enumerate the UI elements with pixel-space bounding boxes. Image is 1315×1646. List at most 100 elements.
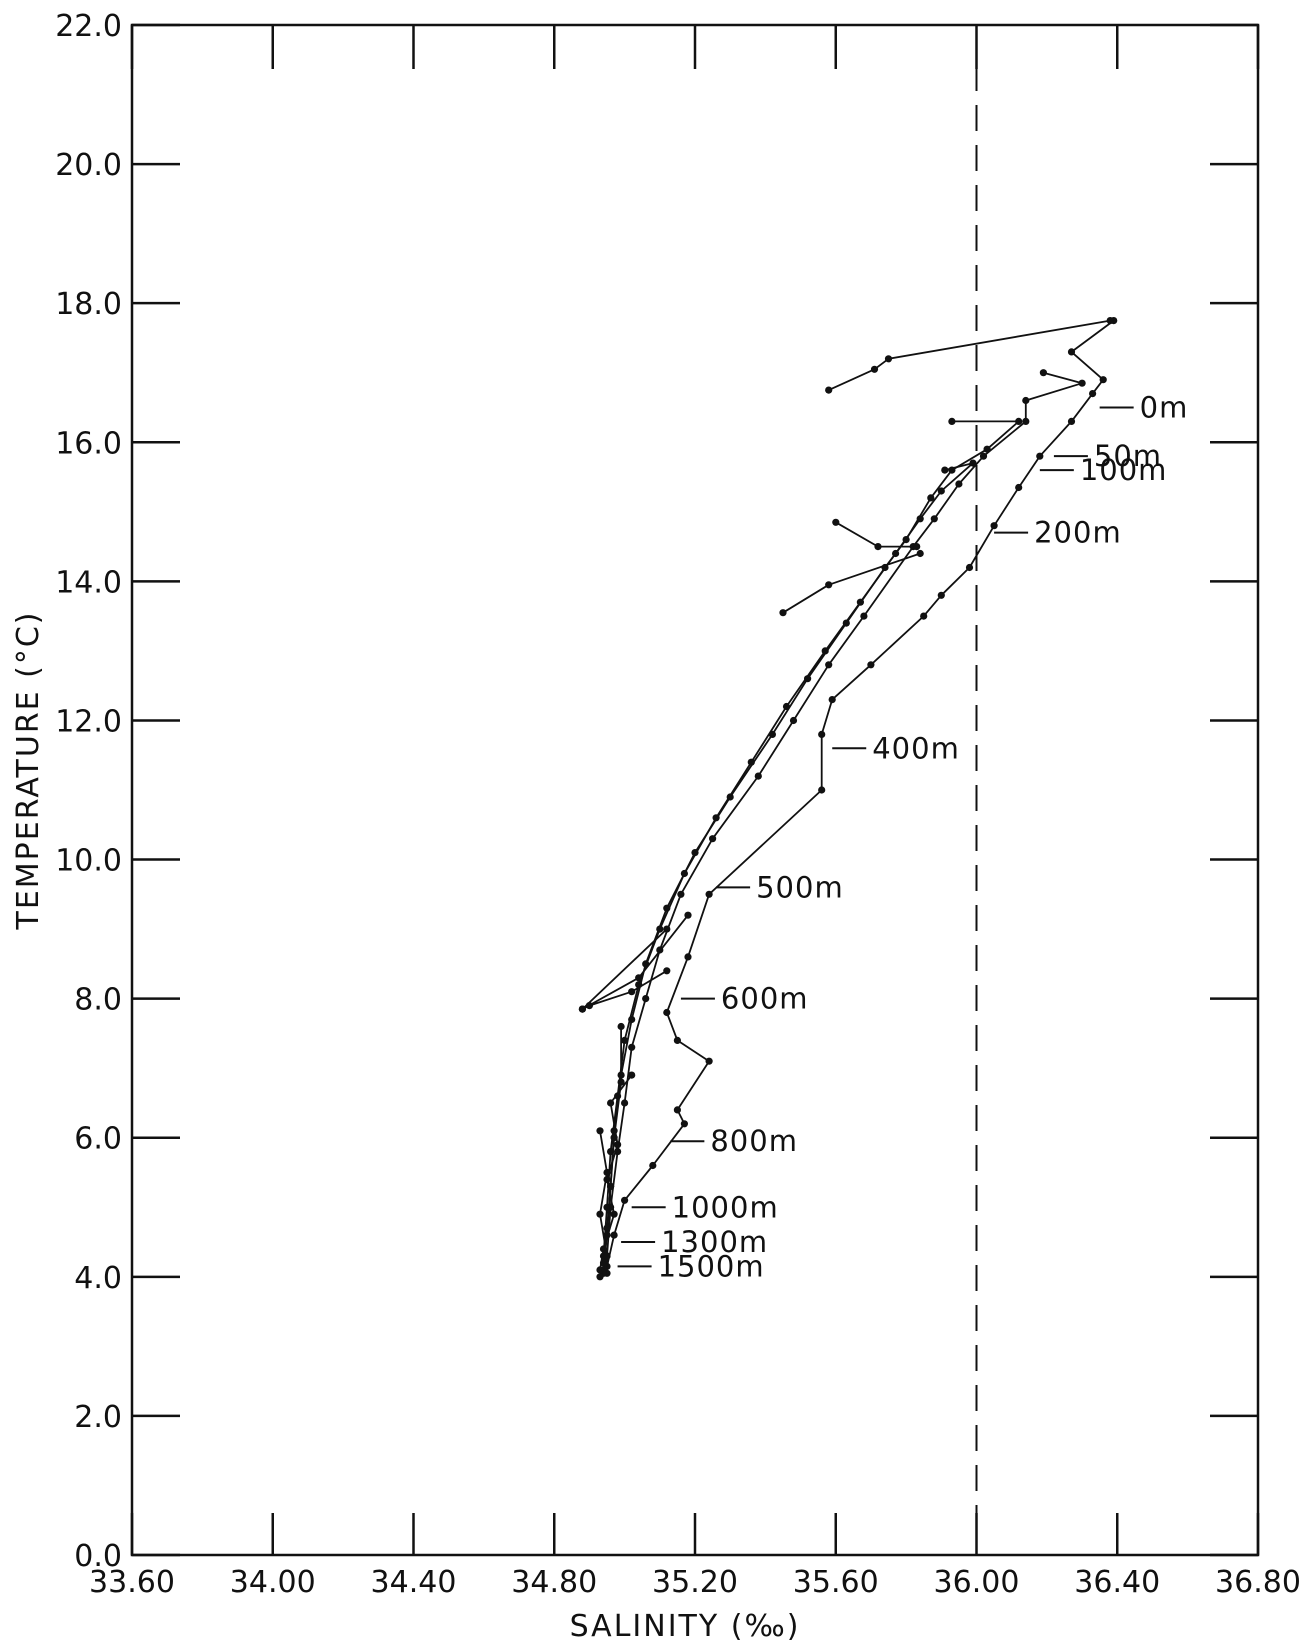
data-point	[663, 1008, 671, 1017]
y-tick-label: 2.0	[74, 1400, 122, 1435]
data-point	[596, 1127, 604, 1135]
x-tick-label: 36.80	[1215, 1565, 1301, 1600]
data-point	[635, 974, 643, 982]
data-point	[656, 925, 664, 933]
depth-label: 800m	[710, 1124, 798, 1158]
data-point	[642, 995, 650, 1003]
data-point	[677, 890, 685, 898]
axis-tick-labels: 33.60 34.00 34.40 34.80 35.20 35.60 36.00 36.40…	[55, 9, 1301, 1600]
ts-profile-line	[581, 928, 668, 1010]
depth-label: 100m	[1080, 453, 1168, 487]
depth-label: 1300m	[661, 1225, 768, 1259]
data-point	[614, 1141, 622, 1149]
data-point	[1067, 417, 1076, 425]
data-point	[969, 459, 977, 467]
data-point	[712, 814, 720, 822]
data-point	[913, 543, 921, 551]
y-tick-label: 18.0	[55, 287, 122, 322]
ts-profile-line	[581, 914, 689, 1010]
data-point	[1022, 396, 1030, 405]
data-point	[990, 522, 998, 530]
data-point	[673, 1036, 682, 1044]
y-tick-label: 20.0	[55, 148, 122, 183]
depth-label: 200m	[1034, 516, 1122, 550]
data-point	[937, 591, 945, 599]
depth-label: 1500m	[658, 1249, 765, 1283]
data-point	[709, 835, 717, 843]
data-point	[684, 953, 692, 961]
data-point	[603, 1168, 611, 1177]
data-point	[825, 581, 833, 589]
axis-ticks	[130, 23, 1260, 1557]
data-point	[1106, 317, 1114, 325]
x-tick-label: 36.40	[1074, 1565, 1160, 1600]
y-tick-label: 10.0	[55, 844, 122, 879]
data-point	[1067, 348, 1076, 356]
data-point	[1015, 483, 1023, 492]
depth-label: 600m	[721, 982, 809, 1016]
data-point	[804, 675, 812, 683]
data-point	[983, 445, 991, 453]
x-tick-label: 36.00	[934, 1565, 1020, 1600]
x-axis-label: SALINITY (‰)	[570, 1609, 801, 1644]
data-point	[828, 696, 836, 704]
data-point	[610, 1231, 618, 1239]
data-point	[818, 786, 826, 794]
data-point	[621, 1196, 629, 1204]
data-point	[663, 967, 671, 975]
data-point	[628, 1043, 636, 1051]
plot-frame	[130, 23, 1260, 1557]
ts-profile-line	[828, 319, 1111, 391]
data-point	[673, 1106, 682, 1114]
ts-profile-line	[602, 420, 1020, 1270]
data-point	[1022, 417, 1030, 425]
data-point	[596, 1210, 604, 1218]
data-point	[789, 716, 798, 725]
data-point	[1078, 379, 1086, 387]
x-tick-label: 35.20	[652, 1565, 738, 1600]
x-tick-label: 34.80	[511, 1565, 597, 1600]
depth-label: 50m	[1094, 439, 1162, 473]
plot-border	[130, 23, 1260, 1557]
x-tick-label: 34.40	[371, 1565, 457, 1600]
data-point	[920, 612, 928, 620]
data-point	[1099, 376, 1107, 384]
data-point	[1015, 417, 1023, 425]
data-point	[607, 1099, 615, 1107]
data-point	[754, 772, 762, 780]
data-point	[596, 1273, 604, 1281]
x-tick-label: 33.60	[89, 1565, 175, 1600]
data-point	[1089, 390, 1097, 398]
data-point	[610, 1210, 618, 1218]
data-point	[867, 661, 875, 669]
data-point	[603, 1252, 611, 1260]
data-point	[779, 609, 787, 617]
data-point	[979, 452, 988, 460]
data-point	[927, 494, 935, 502]
data-point	[628, 988, 636, 996]
y-tick-label: 0.0	[74, 1539, 122, 1574]
y-tick-label: 6.0	[74, 1122, 122, 1157]
data-point	[825, 661, 833, 669]
depth-label: 1000m	[672, 1190, 779, 1224]
data-point	[621, 1099, 629, 1107]
data-point	[747, 758, 755, 766]
data-point	[1039, 369, 1047, 377]
data-point	[965, 563, 974, 572]
depth-label: 500m	[756, 870, 844, 904]
data-point	[663, 925, 671, 933]
data-point	[621, 1036, 629, 1044]
data-point	[825, 386, 833, 394]
data-point	[874, 543, 882, 551]
data-point	[782, 702, 791, 711]
depth-label: 0m	[1140, 391, 1189, 425]
data-point	[955, 480, 963, 488]
data-point	[870, 365, 879, 373]
series-layer	[578, 317, 1118, 1281]
data-point	[832, 518, 840, 526]
data-point	[617, 1078, 625, 1086]
data-point	[684, 911, 692, 919]
data-point	[617, 1022, 625, 1031]
data-point	[941, 466, 949, 474]
y-tick-label: 22.0	[55, 9, 122, 44]
